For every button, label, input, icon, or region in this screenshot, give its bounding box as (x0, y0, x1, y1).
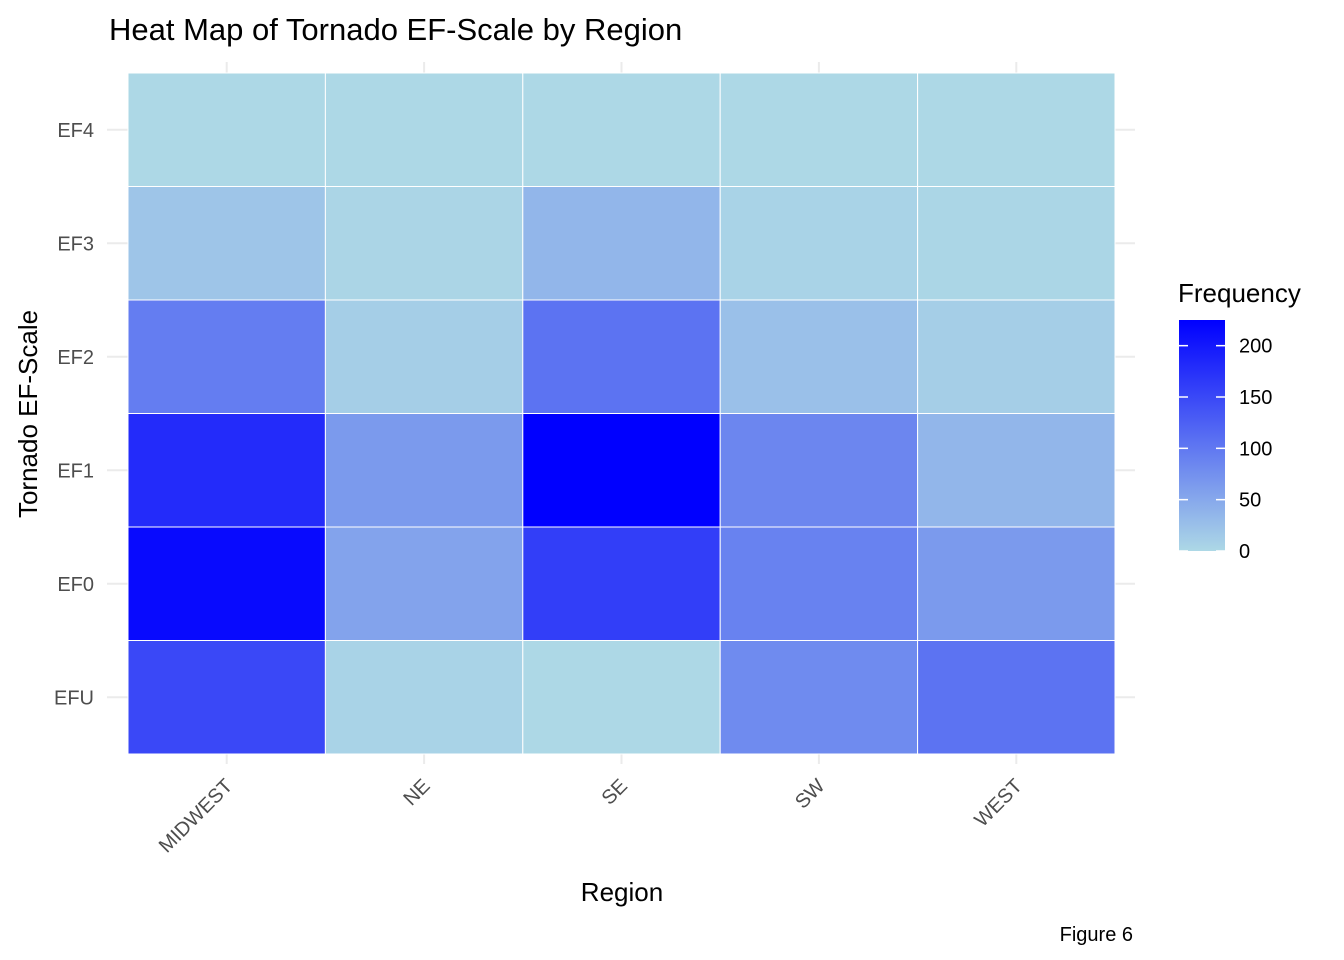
heatmap-tile-west-ef2 (917, 299, 1116, 414)
heatmap-tile-west-ef1 (917, 413, 1116, 528)
heatmap-tile-midwest-ef4 (127, 72, 326, 187)
heatmap-tile-midwest-ef1 (127, 413, 326, 528)
y-tick-label: EF3 (57, 233, 94, 255)
legend-ticks: 0 50 100 150 200 (1179, 336, 1272, 563)
heatmap-tile-ne-ef3 (324, 186, 524, 301)
heatmap-tile-se-ef1 (522, 413, 721, 528)
heatmap-tile-sw-ef4 (719, 72, 919, 187)
heatmap-tile-ne-ef0 (324, 526, 524, 641)
heatmap-tiles (127, 72, 1116, 755)
color-legend: Frequency 0 50 100 150 200 (1178, 278, 1301, 563)
y-axis-title: Tornado EF-Scale (13, 310, 43, 518)
heatmap-tile-se-efu (522, 640, 721, 755)
legend-tick-label: 200 (1239, 336, 1272, 358)
heatmap-tile-sw-ef3 (719, 186, 919, 301)
legend-tick-label: 100 (1239, 438, 1272, 460)
heatmap-tile-se-ef3 (522, 186, 721, 301)
heatmap-tile-ne-efu (324, 640, 524, 755)
heatmap-tile-sw-ef0 (719, 526, 919, 641)
chart-title: Heat Map of Tornado EF-Scale by Region (109, 12, 682, 47)
figure-caption: Figure 6 (1060, 924, 1133, 946)
heatmap-tile-midwest-ef2 (127, 299, 326, 414)
heatmap-tile-midwest-efu (127, 640, 326, 755)
heatmap-tile-west-ef3 (917, 186, 1116, 301)
y-tick-label: EFU (54, 687, 94, 709)
heatmap-tile-se-ef2 (522, 299, 721, 414)
legend-tick-label: 150 (1239, 387, 1272, 409)
heatmap-tile-midwest-ef3 (127, 186, 326, 301)
x-tick-label: NE (399, 775, 434, 810)
heatmap-tile-west-ef0 (917, 526, 1116, 641)
heatmap-tile-ne-ef2 (324, 299, 524, 414)
heatmap-tile-sw-ef2 (719, 299, 919, 414)
heatmap-tile-midwest-ef0 (127, 526, 326, 641)
legend-colorbar (1179, 320, 1225, 551)
heatmap-tile-sw-ef1 (719, 413, 919, 528)
x-tick-label: MIDWEST (155, 775, 237, 857)
legend-title: Frequency (1178, 278, 1301, 308)
heatmap-tile-ne-ef1 (324, 413, 524, 528)
y-tick-label: EF0 (57, 574, 94, 596)
heatmap-tile-west-ef4 (917, 72, 1116, 187)
x-tick-label: WEST (970, 775, 1026, 831)
y-tick-label: EF1 (57, 460, 94, 482)
heatmap-tile-ne-ef4 (324, 72, 524, 187)
x-axis-title: Region (581, 877, 663, 907)
heatmap-tile-sw-efu (719, 640, 919, 755)
heatmap-tile-se-ef0 (522, 526, 721, 641)
heatmap-tile-west-efu (917, 640, 1116, 755)
legend-tick-label: 50 (1239, 490, 1261, 512)
y-tick-label: EF2 (57, 347, 94, 369)
x-tick-label: SE (598, 775, 632, 809)
x-tick-label: SW (791, 775, 829, 813)
y-tick-label: EF4 (57, 120, 94, 142)
legend-tick-label: 0 (1239, 541, 1250, 563)
heatmap-tile-se-ef4 (522, 72, 721, 187)
